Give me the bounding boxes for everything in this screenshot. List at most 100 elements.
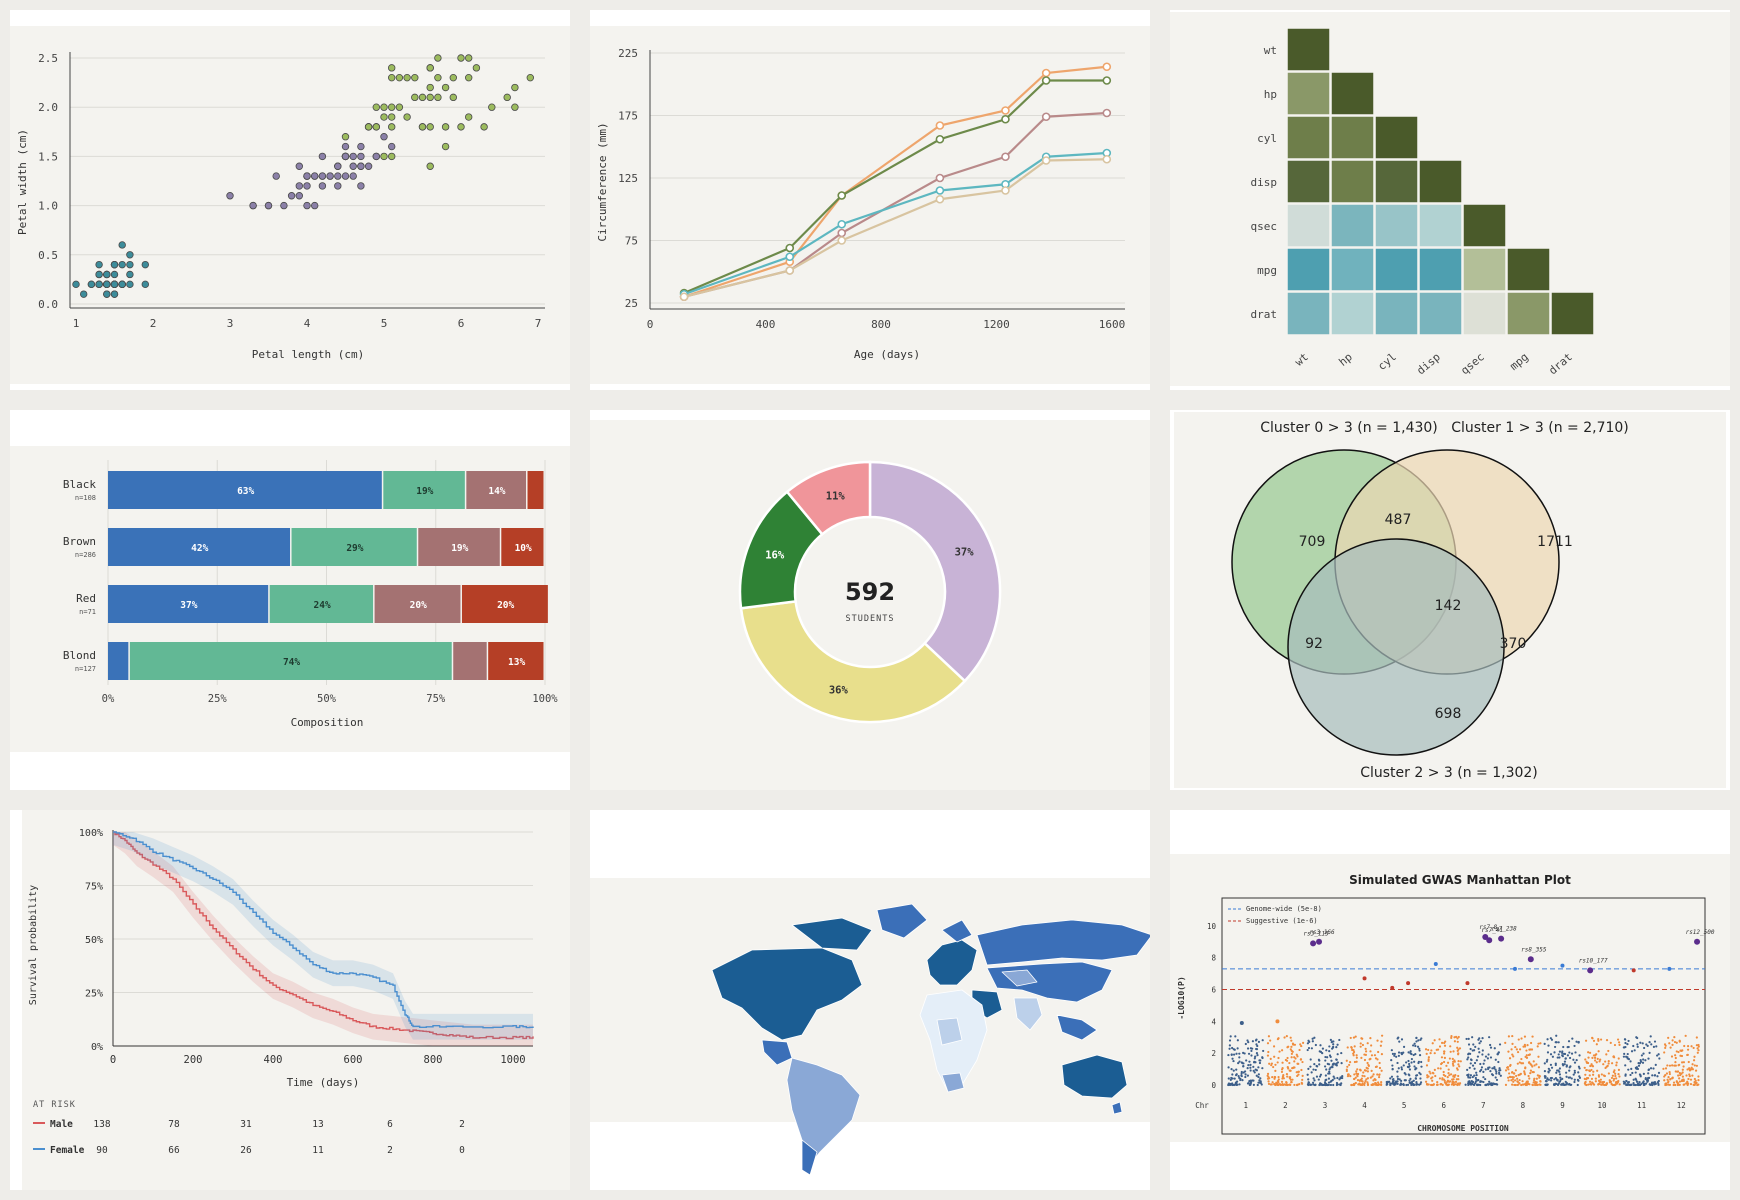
snp-point [1658, 1057, 1661, 1060]
snp-point [1244, 1073, 1247, 1076]
snp-point [1532, 1081, 1535, 1084]
set-c-label: Cluster 2 > 3 (n = 1,302) [1360, 765, 1538, 781]
snp-point [1431, 1083, 1434, 1087]
x-tick-label: 200 [184, 1054, 203, 1066]
snp-point [1642, 1072, 1645, 1075]
snp-point [1585, 1083, 1588, 1087]
snp-point [1369, 1057, 1372, 1060]
snp-point [1328, 1068, 1331, 1071]
snp-point [1626, 1042, 1629, 1046]
snp-point [1687, 1060, 1690, 1064]
snp-point [1277, 1078, 1280, 1081]
heatmap-cell [1506, 291, 1551, 336]
snp-point [1327, 1081, 1331, 1084]
snp-point [1280, 1070, 1284, 1074]
snp-point [1495, 1072, 1498, 1075]
snp-point [1440, 1056, 1444, 1059]
snp-point [1228, 1083, 1231, 1086]
snp-point [1310, 1071, 1313, 1074]
snp-point [1380, 1083, 1383, 1087]
snp-point [1347, 1073, 1350, 1076]
snp-point [1590, 1077, 1594, 1080]
snp-point [1252, 1069, 1255, 1072]
country-shape [941, 1072, 965, 1093]
snp-point [1495, 1083, 1498, 1086]
snp-point [1504, 1083, 1508, 1086]
snp-point [1573, 1061, 1577, 1064]
snp-point [1629, 1083, 1633, 1086]
snp-point [1597, 1074, 1600, 1077]
snp-point [1587, 1051, 1590, 1054]
snp-point [1374, 1082, 1377, 1085]
snp-point [1307, 1083, 1310, 1087]
snp-point [1468, 1080, 1471, 1083]
snp-point [1649, 1083, 1652, 1086]
data-point [311, 201, 319, 210]
snp-point [1406, 1083, 1410, 1086]
data-point [118, 280, 126, 289]
snp-point [1390, 1075, 1394, 1078]
snp-point [1549, 1037, 1552, 1040]
data-point [511, 103, 519, 111]
hit-label: rs7_8 [1479, 924, 1497, 931]
snp-point [1557, 1053, 1560, 1056]
snp-point [1568, 1066, 1571, 1069]
snp-point [1297, 1070, 1300, 1073]
snp-point [1363, 1081, 1366, 1085]
snp-point [1465, 981, 1470, 986]
y-tick-label: 25 [625, 297, 638, 310]
snp-point [1427, 1058, 1430, 1061]
snp-point [1299, 1043, 1302, 1046]
worldmap-panel [590, 810, 1150, 1190]
y-axis-title: -LOG10(P) [1177, 976, 1186, 1019]
snp-point [1293, 1043, 1297, 1046]
snp-point [1520, 1057, 1523, 1061]
snp-point [1434, 1074, 1437, 1078]
snp-point [1445, 1064, 1448, 1067]
snp-point [1498, 1071, 1501, 1074]
snp-point [1249, 1066, 1252, 1069]
snp-point [1252, 1079, 1255, 1082]
snp-point [1647, 1068, 1651, 1071]
snp-point [1591, 1056, 1594, 1059]
snp-point [1452, 1050, 1455, 1053]
snp-point [1433, 1039, 1436, 1042]
x-tick-label: 25% [208, 693, 228, 705]
snp-point [1484, 1068, 1487, 1071]
snp-point [1528, 1077, 1531, 1080]
snp-point [1276, 1061, 1279, 1064]
snp-point [1232, 1069, 1235, 1072]
snp-point [1584, 1058, 1587, 1061]
snp-point [1311, 1081, 1315, 1084]
snp-point [1355, 1070, 1358, 1073]
snp-point [1380, 1040, 1383, 1043]
bar-value-label: 37% [180, 600, 197, 611]
snp-point [1433, 1052, 1436, 1055]
data-point [449, 93, 457, 102]
snp-point [1329, 1055, 1332, 1059]
snp-point [1409, 1077, 1412, 1081]
snp-point [1300, 1068, 1303, 1072]
hit-point [1527, 956, 1534, 963]
row-label: Red [76, 592, 96, 605]
snp-point [1259, 1080, 1262, 1083]
data-point [287, 192, 296, 200]
snp-point [1447, 1071, 1450, 1075]
snp-point [1511, 1042, 1514, 1045]
set-b-label: Cluster 1 > 3 (n = 2,710) [1451, 420, 1629, 436]
data-point [441, 123, 450, 131]
snp-point [1372, 1079, 1375, 1082]
snp-point [1578, 1067, 1581, 1070]
snp-point [1471, 1080, 1475, 1084]
snp-point [1687, 1077, 1690, 1081]
at-risk-count: 138 [93, 1119, 110, 1130]
data-point [318, 182, 327, 190]
snp-point [1597, 1050, 1600, 1053]
data-point [388, 103, 396, 111]
snp-point [1452, 1078, 1455, 1081]
snp-point [1496, 1053, 1499, 1056]
snp-point [1230, 1068, 1233, 1071]
snp-point [1653, 1074, 1656, 1077]
snp-point [1267, 1082, 1271, 1085]
snp-point [1555, 1034, 1558, 1037]
